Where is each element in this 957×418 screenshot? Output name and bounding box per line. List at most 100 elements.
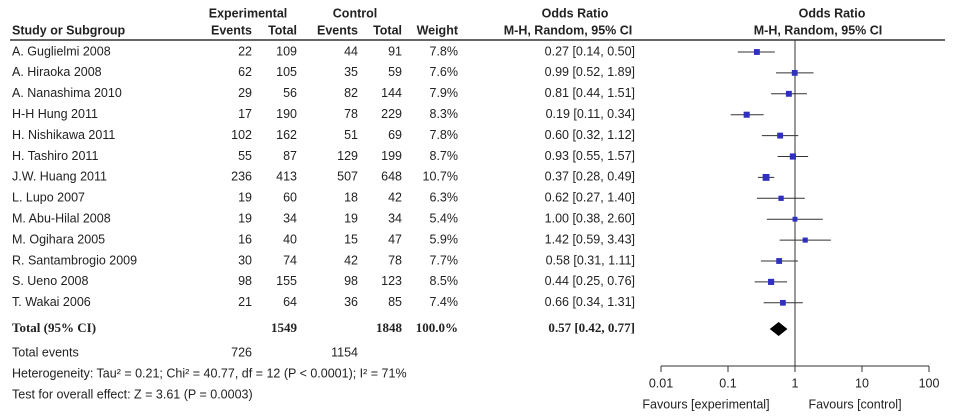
estimate-box: [792, 216, 798, 222]
odds-ratio: 0.66 [0.34, 1.31]: [545, 295, 635, 309]
cell: 162: [276, 128, 297, 142]
group-header: Control: [333, 6, 377, 20]
cell: 10.7%: [423, 170, 458, 184]
cell: 6.3%: [430, 191, 459, 205]
estimate-box: [768, 278, 775, 285]
total-cell: 100.0%: [416, 320, 458, 335]
column-header: Weight: [417, 23, 459, 37]
odds-ratio: 0.81 [0.44, 1.51]: [545, 86, 635, 100]
cell: 648: [381, 170, 402, 184]
cell: 5.9%: [430, 232, 459, 246]
estimate-box: [791, 70, 798, 76]
estimate-box: [780, 299, 786, 306]
cell: 17: [238, 107, 252, 121]
column-header: Odds Ratio: [799, 6, 866, 20]
study-name: R. Santambrogio 2009: [12, 253, 137, 267]
cell: 87: [283, 149, 297, 163]
cell: 1154: [331, 345, 358, 359]
cell: 7.8%: [430, 44, 459, 58]
cell: 22: [238, 44, 252, 58]
study-name: M. Abu-Hilal 2008: [12, 211, 111, 225]
cell: 74: [283, 253, 297, 267]
favours-right: Favours [control]: [808, 397, 901, 411]
estimate-box: [802, 237, 808, 243]
cell: 56: [283, 86, 297, 100]
cell: 18: [344, 191, 358, 205]
cell: 34: [283, 211, 297, 225]
odds-ratio: 0.27 [0.14, 0.50]: [545, 44, 635, 58]
group-header: Experimental: [209, 6, 288, 20]
cell: 42: [344, 253, 358, 267]
cell: 236: [231, 170, 252, 184]
cell: 199: [381, 149, 402, 163]
cell: 5.4%: [430, 211, 459, 225]
cell: 78: [388, 253, 402, 267]
cell: 507: [337, 170, 358, 184]
overall-effect: Test for overall effect: Z = 3.61 (P = 0…: [12, 387, 253, 401]
x-tick-label: 0.01: [649, 376, 673, 390]
column-header: Total: [373, 23, 402, 37]
x-tick-label: 1: [792, 376, 799, 390]
cell: 19: [238, 211, 252, 225]
study-name: H-H Hung 2011: [12, 107, 98, 121]
x-tick-label: 10: [855, 376, 869, 390]
study-name: H. Tashiro 2011: [12, 149, 98, 163]
cell: 51: [344, 128, 358, 142]
cell: 40: [283, 232, 297, 246]
column-header: M-H, Random, 95% CI: [754, 23, 883, 37]
cell: 35: [344, 65, 358, 79]
cell: 155: [276, 274, 297, 288]
cell: 726: [231, 345, 252, 359]
odds-ratio: 0.99 [0.52, 1.89]: [545, 65, 635, 79]
cell: 190: [276, 107, 297, 121]
cell: 60: [283, 191, 297, 205]
cell: 8.5%: [430, 274, 459, 288]
total-diamond: [769, 322, 788, 336]
odds-ratio: 1.00 [0.38, 2.60]: [545, 211, 635, 225]
events-name: Total events: [12, 345, 79, 359]
estimate-box: [743, 111, 750, 118]
cell: 30: [238, 253, 252, 267]
total-cell: 1549: [271, 320, 298, 335]
study-name: A. Guglielmi 2008: [12, 44, 111, 58]
favours-left: Favours [experimental]: [642, 397, 769, 411]
cell: 29: [238, 86, 252, 100]
cell: 413: [276, 170, 297, 184]
estimate-box: [777, 132, 784, 139]
cell: 62: [238, 65, 252, 79]
cell: 69: [388, 128, 402, 142]
cell: 7.7%: [430, 253, 459, 267]
cell: 102: [231, 128, 252, 142]
cell: 44: [344, 44, 358, 58]
heterogeneity: Heterogeneity: Tau² = 0.21; Chi² = 40.77…: [12, 366, 407, 380]
study-name: T. Wakai 2006: [12, 295, 91, 309]
cell: 105: [276, 65, 297, 79]
total-odds-ratio: 0.57 [0.42, 0.77]: [548, 320, 635, 335]
column-header: M-H, Random, 95% CI: [504, 23, 633, 37]
cell: 82: [344, 86, 358, 100]
estimate-box: [762, 173, 770, 181]
cell: 19: [344, 211, 358, 225]
cell: 109: [276, 44, 297, 58]
cell: 36: [344, 295, 358, 309]
estimate-box: [789, 153, 796, 160]
estimate-box: [753, 49, 760, 55]
cell: 98: [344, 274, 358, 288]
column-header: Study or Subgroup: [12, 23, 126, 37]
cell: 21: [238, 295, 252, 309]
estimate-box: [785, 90, 792, 97]
cell: 8.3%: [430, 107, 459, 121]
column-header: Total: [268, 23, 297, 37]
cell: 91: [388, 44, 402, 58]
cell: 16: [238, 232, 252, 246]
cell: 7.6%: [430, 65, 459, 79]
odds-ratio: 0.60 [0.32, 1.12]: [545, 128, 635, 142]
odds-ratio: 0.19 [0.11, 0.34]: [546, 107, 635, 121]
study-name: H. Nishikawa 2011: [12, 128, 115, 142]
cell: 123: [381, 274, 402, 288]
column-header: Events: [211, 23, 252, 37]
cell: 129: [337, 149, 358, 163]
study-name: L. Lupo 2007: [12, 191, 85, 205]
cell: 7.8%: [430, 128, 459, 142]
